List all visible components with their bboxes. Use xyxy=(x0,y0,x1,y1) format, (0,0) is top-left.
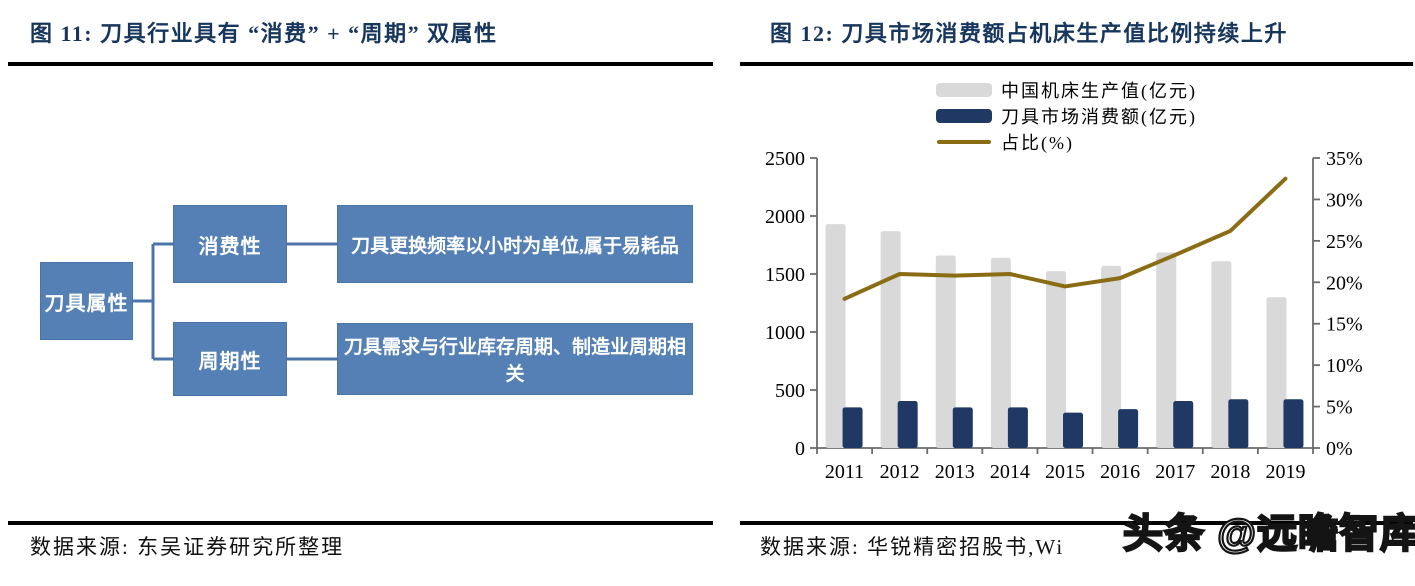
right-tick-label: 30% xyxy=(1326,189,1363,211)
x-category-label: 2011 xyxy=(825,461,864,483)
figure-11-top-rule xyxy=(8,62,713,66)
bar-tool-consumption-2015 xyxy=(1063,412,1083,448)
ratio-line xyxy=(842,176,1288,301)
bar-tool-consumption-2011 xyxy=(842,407,863,448)
figure-12-title: 图 12: 刀具市场消费额占机床生产值比例持续上升 xyxy=(770,21,1288,46)
right-tick-label: 25% xyxy=(1326,231,1363,253)
bar-tool-consumption-2018 xyxy=(1228,399,1249,448)
right-tick-label: 20% xyxy=(1326,272,1363,294)
combo-chart: 0 500 1000 1500 2000 2500 0% 5% 10% 15% 20% 25% 30% 3… xyxy=(765,148,1363,483)
left-tick-label: 500 xyxy=(775,380,805,402)
bar-machine-output-2017 xyxy=(1156,252,1177,448)
bar-tool-consumption-2014 xyxy=(1007,407,1028,448)
figure-12-chart-area: 中国机床生产值(亿元) 刀具市场消费额(亿元) 占比(%) 0 500 1000 1500… xyxy=(740,66,1413,521)
x-category-label: 2016 xyxy=(1100,461,1140,483)
bar-machine-output-2019 xyxy=(1266,297,1287,448)
figure-12-bottom-rule xyxy=(740,521,1413,525)
bar-machine-output-2014 xyxy=(990,257,1011,448)
legend-label: 占比(%) xyxy=(1001,132,1074,153)
diagram-desc-consumable: 刀具更换频率以小时为单位,属于易耗品 xyxy=(337,205,693,283)
left-tick-label: 2000 xyxy=(765,206,805,228)
figure-12: 图 12: 刀具市场消费额占机床生产值比例持续上升 中国机床生产值(亿元) 刀具市… xyxy=(740,0,1415,586)
figure-11-title: 图 11: 刀具行业具有 “消费” + “周期” 双属性 xyxy=(30,21,498,46)
legend-swatch-bar-0 xyxy=(936,82,992,97)
bar-machine-output-2012 xyxy=(880,231,901,448)
bar-machine-output-2016 xyxy=(1101,265,1122,448)
left-tick-label: 1500 xyxy=(765,264,805,286)
bar-tool-consumption-2013 xyxy=(952,407,973,448)
right-tick-label: 5% xyxy=(1326,397,1353,419)
legend-item-2: 占比(%) xyxy=(936,131,1197,153)
diagram-connector-lines xyxy=(133,242,338,361)
chart-legend: 中国机床生产值(亿元) 刀具市场消费额(亿元) 占比(%) xyxy=(936,79,1197,153)
bar-machine-output-2011 xyxy=(825,224,846,448)
figure-11: 图 11: 刀具行业具有 “消费” + “周期” 双属性 刀具属性 消费性 周期… xyxy=(8,0,713,586)
figure-11-bottom-rule xyxy=(8,521,713,525)
bar-tool-consumption-2017 xyxy=(1173,401,1194,448)
right-tick-label: 10% xyxy=(1326,355,1363,377)
left-tick-label: 0 xyxy=(795,438,805,460)
legend-item-1: 刀具市场消费额(亿元) xyxy=(936,105,1197,127)
x-category-label: 2014 xyxy=(990,461,1030,483)
legend-label: 刀具市场消费额(亿元) xyxy=(1001,106,1197,127)
legend-label: 中国机床生产值(亿元) xyxy=(1001,80,1197,101)
figure-12-source: 数据来源: 华锐精密招股书,Wi xyxy=(760,535,1065,559)
figure-11-source: 数据来源: 东吴证券研究所整理 xyxy=(30,535,345,559)
legend-item-0: 中国机床生产值(亿元) xyxy=(936,79,1197,101)
bar-machine-output-2015 xyxy=(1046,271,1066,448)
x-category-label: 2013 xyxy=(935,461,975,483)
bar-tool-consumption-2016 xyxy=(1118,409,1139,448)
diagram-branch-cyclical: 周期性 xyxy=(173,322,287,396)
diagram-root-box: 刀具属性 xyxy=(40,262,133,340)
x-category-label: 2019 xyxy=(1265,461,1305,483)
diagram-branch-consumable: 消费性 xyxy=(173,205,287,283)
diagram-desc-cyclical: 刀具需求与行业库存周期、制造业周期相关 xyxy=(337,323,693,395)
x-category-label: 2017 xyxy=(1155,461,1195,483)
right-tick-label: 15% xyxy=(1326,314,1363,336)
left-tick-label: 2500 xyxy=(765,148,805,170)
left-tick-label: 1000 xyxy=(765,322,805,344)
right-tick-label: 0% xyxy=(1326,438,1353,460)
legend-swatch-bar-1 xyxy=(936,108,992,123)
right-tick-label: 35% xyxy=(1326,148,1363,170)
figure-12-top-rule xyxy=(740,62,1413,66)
x-category-label: 2018 xyxy=(1210,461,1250,483)
x-category-label: 2015 xyxy=(1045,461,1085,483)
bar-machine-output-2018 xyxy=(1211,261,1232,448)
x-category-label: 2012 xyxy=(880,461,920,483)
bar-machine-output-2013 xyxy=(935,255,956,448)
watermark: 头条 @远瞻智库 xyxy=(1122,511,1415,557)
figure-11-diagram: 刀具属性 消费性 周期性 刀具更换频率以小时为单位,属于易耗品 刀具需求与行业库… xyxy=(8,66,713,521)
bar-tool-consumption-2012 xyxy=(897,401,918,448)
bar-tool-consumption-2019 xyxy=(1283,399,1304,448)
legend-swatch-line-2 xyxy=(937,139,991,144)
